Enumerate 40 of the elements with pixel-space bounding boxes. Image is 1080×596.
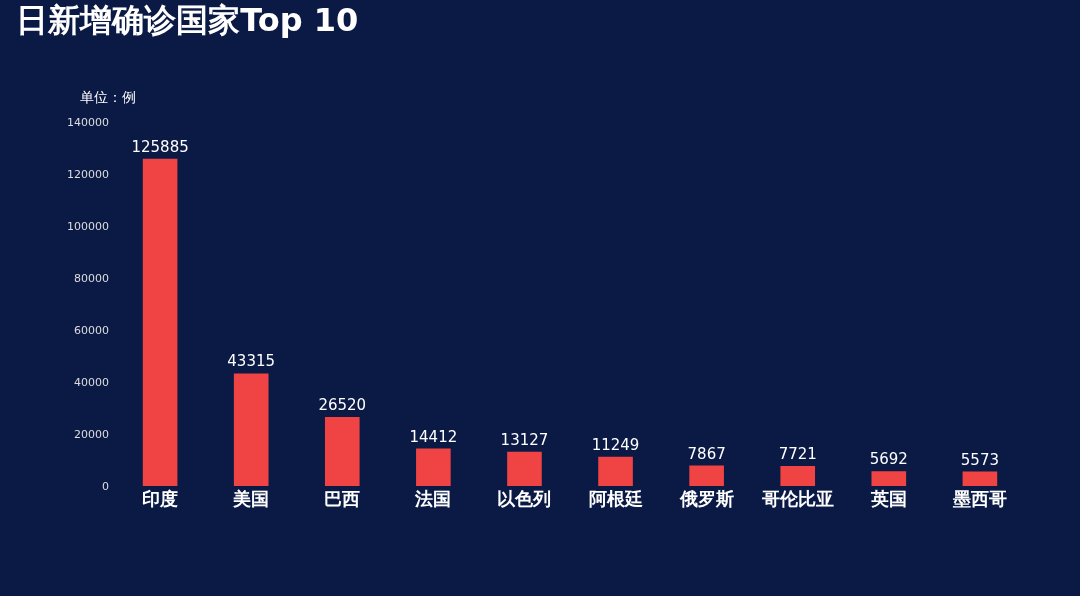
bar xyxy=(507,451,542,486)
data-label: 5692 xyxy=(869,450,908,469)
x-tick-label: 俄罗斯 xyxy=(678,488,734,509)
data-label: 7721 xyxy=(778,444,817,463)
x-tick-label: 墨西哥 xyxy=(951,488,1007,509)
data-label: 5573 xyxy=(960,450,999,469)
bar xyxy=(598,456,633,486)
data-label: 14412 xyxy=(409,427,458,446)
x-tick-label: 英国 xyxy=(869,488,907,509)
data-label: 43315 xyxy=(227,352,276,371)
bar xyxy=(233,373,269,486)
y-tick-label: 120000 xyxy=(67,167,109,181)
y-tick-label: 100000 xyxy=(67,219,109,233)
data-label: 11249 xyxy=(591,435,640,454)
y-tick-label: 40000 xyxy=(74,375,109,389)
x-tick-label: 阿根廷 xyxy=(588,488,643,509)
x-tick-label: 美国 xyxy=(232,488,270,509)
y-axis-title: 单位：例 xyxy=(80,89,136,105)
bar xyxy=(142,158,178,486)
bar xyxy=(689,465,724,486)
y-tick-label: 60000 xyxy=(74,323,109,337)
bar xyxy=(780,465,816,486)
chart-title: 日新增确诊国家Top 10 xyxy=(16,1,359,40)
y-tick-label: 140000 xyxy=(67,115,109,129)
bar xyxy=(324,417,360,486)
x-tick-label: 印度 xyxy=(142,488,179,509)
y-tick-label: 0 xyxy=(102,479,109,493)
data-label: 125885 xyxy=(131,137,189,156)
x-tick-label: 以色列 xyxy=(497,488,552,509)
y-tick-label: 20000 xyxy=(74,427,109,441)
bar xyxy=(871,471,907,486)
x-tick-label: 巴西 xyxy=(324,488,361,509)
bar xyxy=(416,448,451,486)
y-tick-label: 80000 xyxy=(74,271,109,285)
x-tick-label: 法国 xyxy=(414,488,452,509)
data-label: 7867 xyxy=(687,444,726,463)
bar xyxy=(962,471,998,486)
x-tick-label: 哥伦比亚 xyxy=(760,488,834,509)
data-label: 13127 xyxy=(500,430,549,449)
data-label: 26520 xyxy=(318,396,367,415)
